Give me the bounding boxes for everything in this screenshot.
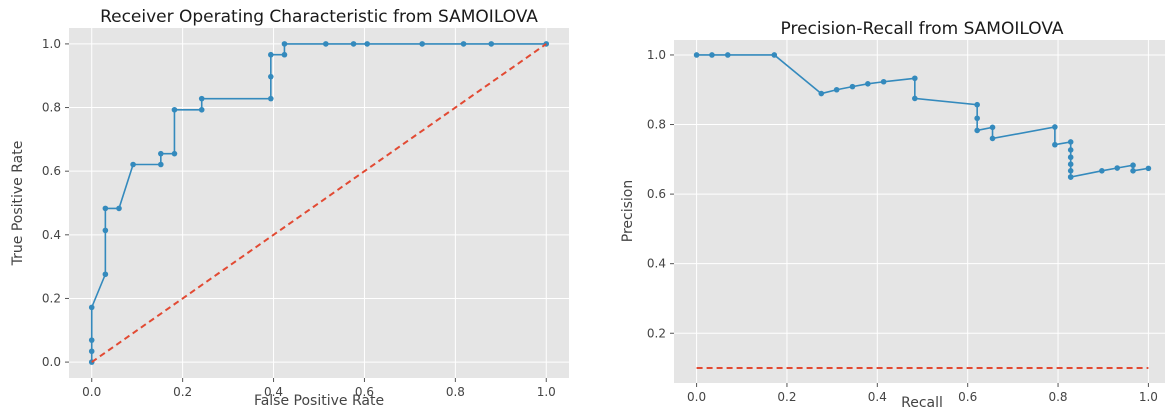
roc-data-point xyxy=(130,161,136,168)
pr-data-point xyxy=(849,83,856,90)
pr-data-point xyxy=(693,52,700,58)
pr-x-tick-label: 1.0 xyxy=(1139,390,1158,404)
roc-ticks: 0.0 0.2 0.4 0.6 0.8 1.0 0.0 0.2 0.4 0.6 0.8 1.0 xyxy=(42,37,556,399)
roc-chart: 0.0 0.2 0.4 0.6 0.8 1.0 0.0 0.2 0.4 0.6 0.8 1.0 Rec… xyxy=(10,7,569,409)
pr-data-point xyxy=(989,135,996,142)
pr-y-tick-label: 0.8 xyxy=(647,118,666,132)
pr-x-tick-label: 0.8 xyxy=(1048,390,1067,404)
roc-y-tick-label: 1.0 xyxy=(42,37,61,51)
roc-data-point xyxy=(198,106,205,113)
roc-y-tick-label: 0.6 xyxy=(42,164,61,178)
pr-data-point xyxy=(880,78,887,85)
pr-data-point xyxy=(724,52,731,58)
pr-y-tick-label: 0.2 xyxy=(647,326,666,340)
pr-data-point xyxy=(974,101,980,108)
roc-y-axis-label: True Positive Rate xyxy=(10,141,26,267)
pr-x-axis-label: Recall xyxy=(901,395,943,411)
pr-series xyxy=(693,52,1152,370)
roc-data-point xyxy=(281,41,288,47)
pr-data-point xyxy=(1130,162,1136,169)
roc-title: Receiver Operating Characteristic from S… xyxy=(100,7,538,27)
roc-data-point xyxy=(268,51,274,58)
roc-data-point xyxy=(88,304,95,311)
pr-data-point xyxy=(1067,147,1074,153)
pr-data-point xyxy=(1052,141,1058,148)
pr-chart: 0.0 0.2 0.4 0.6 0.8 1.0 0.2 0.4 0.6 0.8 1.0 Precis… xyxy=(620,19,1165,411)
roc-data-point xyxy=(350,41,357,47)
roc-x-axis-label: False Positive Rate xyxy=(254,393,384,409)
pr-data-point xyxy=(865,81,871,87)
pr-x-tick-label: 0.6 xyxy=(958,390,977,404)
roc-data-point xyxy=(198,95,205,102)
pr-data-point xyxy=(1114,165,1121,171)
roc-data-point xyxy=(88,337,95,343)
roc-baseline-line xyxy=(91,43,547,363)
roc-data-point xyxy=(102,227,109,234)
pr-data-point xyxy=(912,75,918,82)
roc-y-tick-label: 0.8 xyxy=(42,101,61,115)
pr-x-tick-label: 0.2 xyxy=(777,390,796,404)
roc-data-point xyxy=(268,73,274,80)
roc-data-point xyxy=(116,205,122,212)
roc-data-point xyxy=(158,161,164,168)
pr-data-point xyxy=(1099,167,1105,174)
pr-plot-area xyxy=(674,40,1165,383)
pr-data-point xyxy=(709,52,715,58)
roc-data-point xyxy=(419,41,425,47)
roc-x-tick-label: 0.4 xyxy=(264,385,283,399)
roc-y-tick-label: 0.0 xyxy=(42,355,61,369)
roc-data-point xyxy=(88,348,95,355)
pr-data-point xyxy=(771,52,778,58)
roc-data-point xyxy=(488,41,495,47)
pr-y-tick-label: 1.0 xyxy=(647,48,666,62)
roc-x-tick-label: 0.0 xyxy=(82,385,101,399)
pr-data-point xyxy=(974,127,980,134)
pr-data-point xyxy=(1145,165,1152,172)
roc-x-tick-label: 1.0 xyxy=(537,385,556,399)
roc-grid xyxy=(69,28,569,378)
pr-title: Precision-Recall from SAMOILOVA xyxy=(781,19,1064,39)
pr-data-point xyxy=(989,124,996,131)
roc-x-tick-label: 0.6 xyxy=(355,385,374,399)
roc-data-point xyxy=(158,150,164,157)
roc-data-point xyxy=(102,271,109,278)
pr-y-tick-label: 0.6 xyxy=(647,187,666,201)
pr-x-tick-label: 0.4 xyxy=(868,390,887,404)
roc-data-point xyxy=(102,205,109,212)
pr-data-point xyxy=(1067,161,1074,167)
roc-data-point xyxy=(171,106,178,113)
pr-data-point xyxy=(1067,167,1074,174)
pr-data-point xyxy=(818,90,825,97)
roc-data-point xyxy=(281,51,288,58)
pr-data-point xyxy=(1067,139,1074,145)
pr-y-tick-label: 0.4 xyxy=(647,257,666,271)
pr-y-axis-label: Precision xyxy=(620,180,636,242)
roc-series xyxy=(88,41,550,365)
roc-data-point xyxy=(364,41,370,47)
pr-data-point xyxy=(1067,154,1074,161)
pr-data-point xyxy=(974,115,980,122)
pr-x-tick-label: 0.0 xyxy=(687,390,706,404)
roc-y-tick-label: 0.4 xyxy=(42,228,61,242)
roc-data-point xyxy=(460,41,467,47)
pr-data-point xyxy=(1130,167,1136,174)
pr-data-point xyxy=(912,95,918,102)
pr-grid xyxy=(674,40,1165,383)
roc-data-point xyxy=(323,41,329,47)
roc-y-tick-label: 0.2 xyxy=(42,291,61,305)
roc-data-point xyxy=(268,95,274,102)
pr-data-point xyxy=(1067,174,1074,180)
pr-data-point xyxy=(833,86,840,93)
pr-data-point xyxy=(1052,124,1058,130)
roc-data-point xyxy=(171,150,178,157)
roc-x-tick-label: 0.2 xyxy=(173,385,192,399)
roc-x-tick-label: 0.8 xyxy=(446,385,465,399)
pr-ticks: 0.0 0.2 0.4 0.6 0.8 1.0 0.2 0.4 0.6 0.8 1.0 xyxy=(647,48,1158,404)
